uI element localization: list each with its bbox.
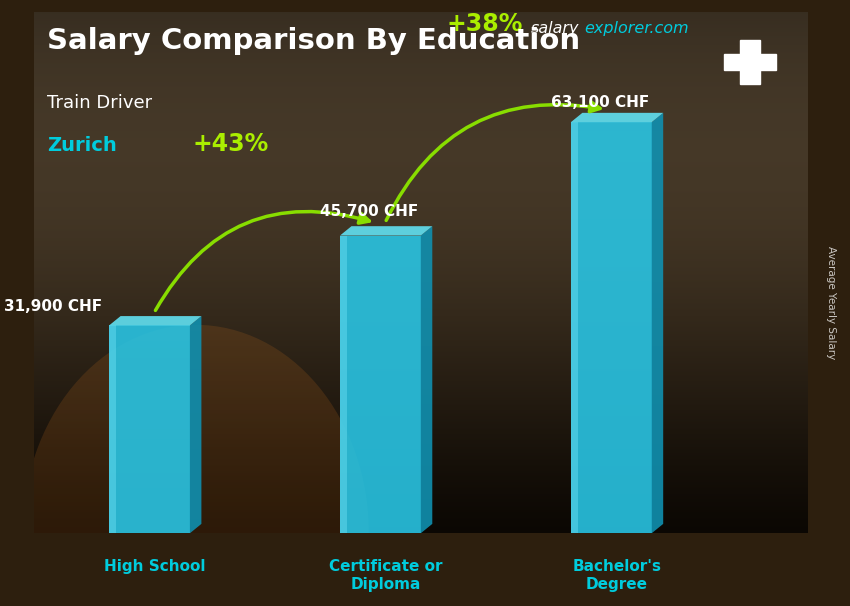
Polygon shape (190, 316, 201, 533)
Text: Salary Comparison By Education: Salary Comparison By Education (47, 27, 580, 55)
Ellipse shape (22, 325, 369, 606)
Polygon shape (109, 325, 190, 533)
Text: explorer.com: explorer.com (584, 21, 688, 36)
Text: +43%: +43% (192, 132, 269, 156)
Text: Bachelor's
Degree: Bachelor's Degree (573, 559, 661, 591)
Text: 31,900 CHF: 31,900 CHF (4, 299, 102, 314)
Text: Zurich: Zurich (47, 136, 116, 155)
Bar (724, 54, 776, 70)
Polygon shape (571, 113, 663, 122)
Polygon shape (571, 122, 578, 533)
Polygon shape (109, 316, 201, 325)
Polygon shape (571, 122, 652, 533)
Polygon shape (421, 226, 433, 533)
Polygon shape (340, 236, 421, 533)
Text: Train Driver: Train Driver (47, 94, 152, 112)
Text: +38%: +38% (446, 13, 523, 36)
Polygon shape (109, 325, 116, 533)
Text: 63,100 CHF: 63,100 CHF (551, 96, 649, 110)
Text: High School: High School (105, 559, 206, 574)
Text: Certificate or
Diploma: Certificate or Diploma (329, 559, 443, 591)
Text: 45,700 CHF: 45,700 CHF (320, 204, 418, 219)
Polygon shape (340, 236, 347, 533)
Polygon shape (652, 113, 663, 533)
Bar (740, 40, 760, 84)
Text: Average Yearly Salary: Average Yearly Salary (826, 247, 836, 359)
Polygon shape (340, 226, 433, 236)
Text: salary: salary (531, 21, 580, 36)
